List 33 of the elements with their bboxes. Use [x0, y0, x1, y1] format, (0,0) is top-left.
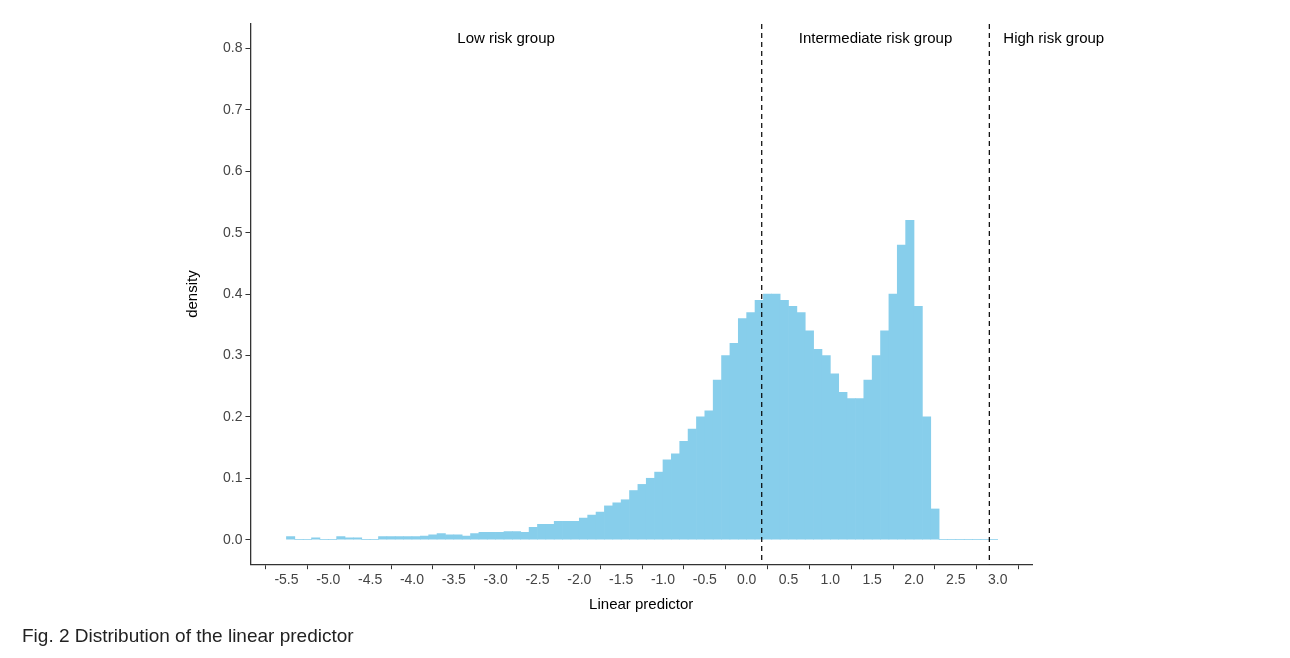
- text: Fig. 2 Distribution of the linear predictor: [22, 625, 354, 647]
- x-tick-label: 2.5: [946, 571, 966, 588]
- x-tick-label: -1.0: [650, 571, 676, 588]
- x-tick-label: -4.0: [399, 571, 425, 588]
- x-tick-label: -4.5: [358, 571, 383, 588]
- x-tick-label: -5.5: [274, 571, 299, 588]
- x-tick-label: -5.0: [316, 571, 341, 588]
- y-axis-title: density: [183, 269, 201, 318]
- x-tick-label: 1.0: [820, 571, 841, 588]
- x-tick-label: 1.5: [862, 571, 883, 588]
- x-tick-label: 2.0: [904, 571, 924, 588]
- x-tick-label: 3.0: [987, 571, 1008, 588]
- y-tick-label: 0.8: [222, 39, 243, 56]
- x-tick-label: -3.5: [441, 571, 467, 588]
- x-tick-label: -2.5: [525, 571, 550, 588]
- y-tick-label: 0.5: [222, 223, 243, 240]
- x-axis-title: Linear predictor: [589, 595, 694, 613]
- x-tick-label: 0.5: [778, 571, 799, 588]
- annotation: Intermediate risk group: [798, 29, 953, 47]
- annotation: High risk group: [1003, 29, 1105, 47]
- y-tick-label: 0.2: [222, 407, 243, 424]
- x-tick-label: 0.0: [736, 571, 757, 588]
- y-tick-label: 0.0: [222, 530, 243, 547]
- y-tick-label: 0.1: [222, 469, 243, 486]
- x-tick-label: -0.5: [692, 571, 718, 588]
- x-tick-label: -3.0: [483, 571, 508, 588]
- x-tick-label: -1.5: [609, 571, 634, 588]
- y-tick-label: 0.6: [222, 162, 243, 179]
- y-tick-label: 0.7: [222, 100, 243, 117]
- x-tick-label: -2.0: [567, 571, 592, 588]
- y-tick-label: 0.4: [222, 284, 243, 301]
- y-tick-label: 0.3: [222, 346, 243, 363]
- annotation: Low risk group: [457, 29, 555, 47]
